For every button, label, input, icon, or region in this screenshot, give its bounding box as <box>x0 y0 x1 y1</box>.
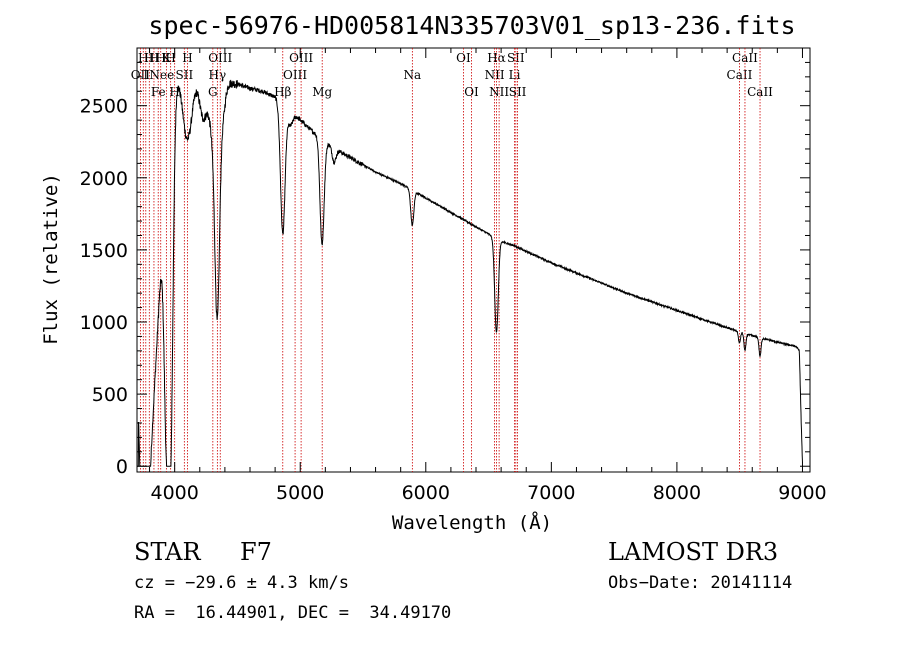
y-tick-label: 0 <box>116 456 128 478</box>
line-id-label: CaII <box>732 51 758 65</box>
plot-frame <box>136 47 811 473</box>
x-tick-label: 5000 <box>276 482 324 504</box>
chart-title: spec-56976-HD005814N335703V01_sp13-236.f… <box>148 11 795 40</box>
line-id-label: H <box>169 85 179 99</box>
survey-name: LAMOST DR3 <box>608 538 779 566</box>
y-tick-label: 1000 <box>80 312 128 334</box>
line-id-label: SII <box>175 68 193 82</box>
redshift-value: cz = −29.6 ± 4.3 km/s <box>134 573 349 593</box>
y-tick-label: 2000 <box>80 168 128 190</box>
line-id-label: SII <box>509 85 527 99</box>
line-id-label: NII <box>485 68 505 82</box>
obs-date: Obs−Date: 20141114 <box>608 573 793 593</box>
line-id-label: G <box>208 85 218 99</box>
line-id-label: Hγ <box>209 68 227 82</box>
y-axis-label: Flux (relative) <box>40 173 62 345</box>
line-id-label: H <box>149 51 159 65</box>
line-id-label: I <box>143 68 148 82</box>
line-id-label: OIII <box>289 51 313 65</box>
axis-ticks: 4000 5000 6000 7000 8000 9000 0 500 1000 1500 2000… <box>80 48 827 504</box>
object-class: STAR <box>134 538 201 566</box>
y-tick-label: 2500 <box>80 96 128 118</box>
line-id-label: OIII <box>283 68 307 82</box>
line-id-label: Mg <box>312 85 332 99</box>
x-tick-label: 4000 <box>150 482 198 504</box>
line-id-markers: OIIHIHHNeFeHKHeHSIIHGHγOIIIHβOIIIOIIIMgN… <box>131 48 773 472</box>
line-id-label: Li <box>509 68 521 82</box>
line-id-label: H <box>155 51 165 65</box>
line-id-label: H <box>144 51 154 65</box>
y-tick-label: 500 <box>92 384 128 406</box>
line-id-label: K <box>162 51 172 65</box>
line-id-label: Fe <box>151 85 166 99</box>
object-subclass: F7 <box>240 538 272 566</box>
line-id-label: H <box>165 51 175 65</box>
x-tick-label: 9000 <box>778 482 826 504</box>
x-tick-label: 7000 <box>527 482 575 504</box>
x-axis-label: Wavelength (Å) <box>392 511 552 534</box>
line-id-label: Ne <box>149 68 167 82</box>
line-id-label: OIII <box>208 51 232 65</box>
y-tick-label: 1500 <box>80 240 128 262</box>
line-id-label: Hβ <box>274 85 291 99</box>
line-id-label: e <box>167 68 174 82</box>
line-id-label: OI <box>456 51 471 65</box>
line-id-label: SII <box>507 51 525 65</box>
line-id-label: H <box>138 51 148 65</box>
coordinates: RA = 16.44901, DEC = 34.49170 <box>134 603 452 623</box>
line-id-label: Na <box>404 68 422 82</box>
line-id-label: NII <box>489 85 509 99</box>
spectrum-series-line <box>137 79 803 467</box>
line-id-label: CaII <box>747 85 773 99</box>
line-id-label: CaII <box>727 68 753 82</box>
x-tick-label: 8000 <box>653 482 701 504</box>
line-id-label: H <box>182 51 192 65</box>
x-tick-label: 6000 <box>402 482 450 504</box>
line-id-label: Hα <box>487 51 506 65</box>
line-id-label: OI <box>464 85 479 99</box>
